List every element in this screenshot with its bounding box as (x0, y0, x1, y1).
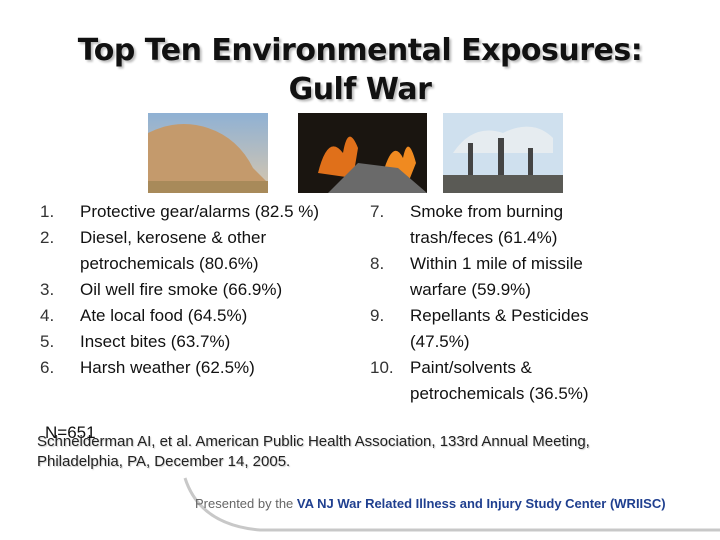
item-text: Paint/solvents & petrochemicals (36.5%) (410, 358, 589, 403)
item-text: Oil well fire smoke (66.9%) (80, 280, 283, 299)
item-text: Harsh weather (62.5%) (80, 358, 255, 377)
list-item: 6. Harsh weather (62.5%) (40, 355, 350, 381)
citation-line: Schneiderman AI, et al. American Public … (37, 433, 590, 450)
item-number: 5. (40, 332, 55, 351)
item-text: Within 1 mile of missile warfare (59.9%) (410, 254, 583, 299)
item-text: Ate local food (64.5%) (80, 306, 248, 325)
item-number: 4. (40, 306, 55, 325)
list-item: 9. Repellants & Pesticides (47.5%) (370, 303, 640, 355)
item-text: Smoke from burning trash/feces (61.4%) (410, 202, 564, 247)
list-item: 3. Oil well fire smoke (66.9%) (40, 277, 350, 303)
item-number: 3. (40, 280, 55, 299)
list-item: 8. Within 1 mile of missile warfare (59.9… (370, 251, 640, 303)
item-number: 2. (40, 228, 55, 247)
sample-size: N=651 (45, 423, 96, 442)
item-text: Insect bites (63.7%) (80, 332, 231, 351)
list-item: 1. Protective gear/alarms (82.5 %) (40, 199, 350, 225)
footer-prefix: Presented by the (195, 496, 294, 511)
list-item: 5. Insect bites (63.7%) (40, 329, 350, 355)
item-number: 10. (370, 358, 394, 377)
item-number: 8. (370, 254, 385, 273)
list-item: 4. Ate local food (64.5%) (40, 303, 350, 329)
dust-storm-photo (148, 113, 268, 193)
refinery-photo (443, 113, 563, 193)
fire-photo (298, 113, 427, 193)
item-number: 7. (370, 202, 385, 221)
footer-center: VA NJ War Related Illness and Injury Stu… (296, 496, 666, 511)
title-line: Gulf War (288, 72, 432, 107)
item-text: Repellants & Pesticides (47.5%) (410, 306, 589, 351)
footer: Presented by the VA NJ War Related Illne… (195, 496, 666, 511)
item-text: Protective gear/alarms (82.5 %) (80, 202, 320, 221)
title-line: Top Ten Environmental Exposures: (77, 33, 643, 68)
list-item: 2. Diesel, kerosene & other petrochemical… (40, 225, 350, 277)
list-item: 7. Smoke from burning trash/feces (61.4%) (370, 199, 640, 251)
item-number: 1. (40, 202, 55, 221)
item-number: 6. (40, 358, 55, 377)
item-number: 9. (370, 306, 385, 325)
item-text: Diesel, kerosene & other petrochemicals … (80, 228, 267, 273)
exposure-list-left: 1. Protective gear/alarms (82.5 %) 2. Diese… (40, 199, 350, 381)
citation-line: Philadelphia, PA, December 14, 2005. (37, 453, 291, 470)
list-item: 10. Paint/solvents & petrochemicals (36.5… (370, 355, 640, 407)
exposure-list-right: 7. Smoke from burning trash/feces (61.4%)… (370, 199, 640, 407)
